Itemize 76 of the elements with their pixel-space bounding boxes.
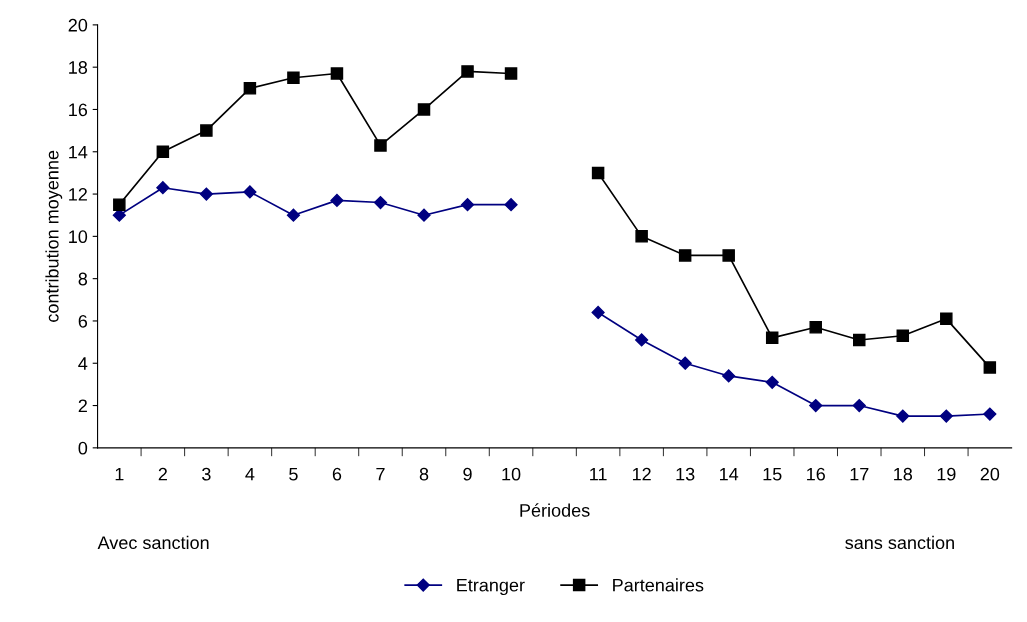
point: [765, 331, 779, 345]
y-tick-label: 12: [69, 188, 87, 201]
point: [374, 139, 387, 152]
x-tick-label: 5: [289, 467, 298, 481]
x-tick-label: 11: [590, 467, 607, 481]
x-tick-label: 4: [245, 467, 255, 481]
x-tick-label: 14: [720, 467, 739, 481]
y-tick-label: 6: [78, 314, 88, 328]
point: [243, 185, 257, 199]
point: [113, 198, 126, 211]
point: [635, 333, 649, 347]
point: [330, 67, 344, 80]
point: [156, 181, 170, 195]
point: [156, 145, 170, 159]
point: [286, 208, 301, 222]
x-tick-label: 7: [376, 467, 385, 481]
x-tick-label: 17: [850, 467, 869, 481]
text: sans sanction: [845, 535, 954, 550]
x-tick-label: 1: [115, 467, 124, 481]
x-tick-label: 15: [763, 467, 782, 481]
point: [200, 124, 213, 137]
point: [896, 409, 910, 423]
x-tick-label: 16: [807, 467, 825, 481]
y-tick-label: 10: [69, 230, 88, 244]
point: [504, 198, 518, 212]
point: [461, 65, 474, 78]
legend-label: Partenaires: [613, 578, 704, 592]
point: [853, 333, 866, 347]
x-tick-label: 8: [419, 467, 429, 481]
y-tick-label: 0: [78, 441, 88, 455]
point: [983, 407, 997, 421]
x-tick-label: 3: [202, 467, 211, 481]
point: [330, 193, 344, 207]
y-tick-label: 20: [68, 18, 88, 32]
y-tick-label: 14: [69, 145, 88, 159]
point: [504, 67, 518, 80]
y-tick-label: 18: [69, 61, 88, 74]
point: [591, 305, 605, 320]
point: [635, 230, 648, 243]
point: [940, 312, 953, 326]
point: [939, 409, 953, 423]
x-tick-label: 2: [158, 467, 167, 481]
x-axis-title: Périodes: [520, 503, 590, 517]
y-tick-label: 8: [78, 272, 88, 286]
point: [678, 249, 692, 262]
point: [809, 398, 823, 413]
point: [287, 71, 300, 85]
x-tick-label: 10: [502, 467, 521, 481]
legend-label: Etranger: [457, 578, 525, 596]
point: [983, 361, 997, 374]
point: [591, 166, 605, 180]
point: [373, 195, 388, 210]
point: [199, 187, 213, 201]
point: [460, 198, 475, 212]
y-tick-label: 4: [78, 357, 88, 370]
y-tick-label: 16: [69, 103, 88, 117]
point: [417, 103, 431, 116]
point: [417, 208, 431, 222]
x-tick-label: 20: [980, 467, 1000, 481]
x-tick-label: 19: [937, 467, 956, 481]
y-tick-label: 2: [78, 399, 87, 413]
point: [852, 398, 866, 413]
point: [722, 249, 735, 262]
y-axis-title: contribution moyenne: [45, 150, 63, 322]
point: [809, 321, 822, 334]
point: [765, 375, 779, 389]
x-tick-label: 6: [332, 467, 342, 481]
point: [243, 82, 257, 95]
x-tick-label: 18: [894, 467, 913, 481]
point: [896, 329, 910, 343]
x-tick-label: 9: [463, 467, 472, 481]
x-tick-label: 12: [632, 467, 651, 481]
text: Avec sanction: [97, 535, 209, 550]
point: [722, 369, 736, 383]
x-tick-label: 13: [676, 467, 695, 481]
point: [678, 356, 692, 370]
